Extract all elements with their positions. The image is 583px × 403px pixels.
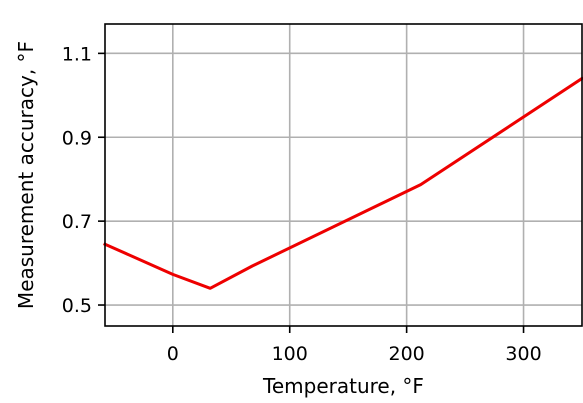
y-axis-label: Measurement accuracy, °F xyxy=(14,41,38,309)
grid xyxy=(105,24,582,326)
y-tick-label: 0.7 xyxy=(62,211,92,233)
plot-frame xyxy=(104,23,583,327)
x-tick-label: 200 xyxy=(388,343,424,365)
series-line xyxy=(103,76,583,290)
series-layer xyxy=(103,76,583,290)
ticks: 0 100 200 300 0.5 0.7 0.9 1.1 xyxy=(62,43,542,365)
x-tick-label: 300 xyxy=(505,343,541,365)
x-tick-label: 0 xyxy=(167,343,179,365)
x-axis-label: Temperature, °F xyxy=(262,374,424,398)
y-tick-label: 0.9 xyxy=(62,127,92,149)
y-tick-label: 0.5 xyxy=(62,295,92,317)
x-tick-label: 100 xyxy=(272,343,308,365)
y-tick-label: 1.1 xyxy=(62,43,92,65)
